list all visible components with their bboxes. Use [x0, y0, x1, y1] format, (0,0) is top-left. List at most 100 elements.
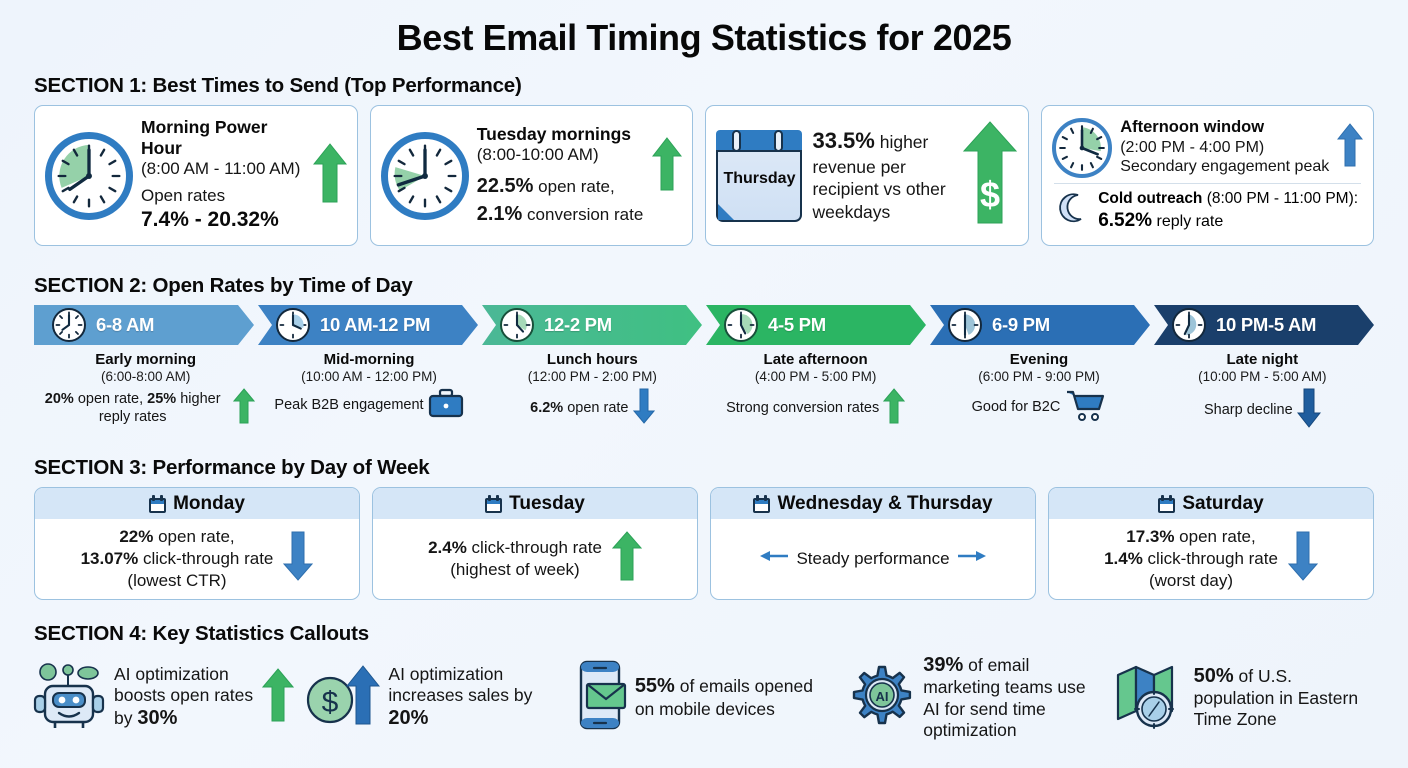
card-title: Tuesday mornings [476, 124, 632, 145]
up-arrow-green [233, 388, 256, 429]
timeline-band-10am-12pm[interactable]: 10 AM-12 PM [258, 305, 478, 345]
slot-name: Late afternoon [763, 351, 868, 368]
card-stat: 7.4% - 20.32% [141, 208, 279, 232]
dollar-coin-icon: $ [302, 664, 364, 731]
ai-gear-icon: AI [843, 659, 915, 736]
section-4-items: AI optimization boosts open rates by 30%… [0, 653, 1408, 741]
slot-name: Mid-morning [323, 351, 415, 368]
card-body: Steady performance [711, 519, 1035, 599]
card-stat: 33.5% higher revenue per recipient vs ot… [812, 128, 946, 223]
timeline-band-4-5pm[interactable]: 4-5 PM [706, 305, 926, 345]
up-arrow-green [883, 388, 906, 429]
callout-mobile-opens: 55% of emails opened on mobile devices [569, 653, 839, 741]
down-arrow-blue [1287, 531, 1319, 586]
callout-ai-open-rates: AI optimization boosts open rates by 30% [28, 653, 298, 741]
callout-ai-send-time: AI 39% of email marketing teams use AI f… [839, 653, 1109, 741]
briefcase-icon [428, 388, 464, 423]
timeline-band-12-2pm[interactable]: 12-2 PM [482, 305, 702, 345]
card-afternoon-window[interactable]: Afternoon window (2:00 PM - 4:00 PM) Sec… [1041, 105, 1374, 246]
callout-text: AI optimization increases sales by 20% [388, 663, 533, 730]
section-3: SECTION 3: Performance by Day of Week Mo… [0, 456, 1408, 600]
clock-icon [500, 308, 534, 342]
card-monday[interactable]: Monday 22% open rate, 13.07% click-throu… [34, 487, 360, 600]
slot-stat: Strong conversion rates [706, 388, 925, 429]
card-body: 2.4% click-through rate (highest of week… [373, 519, 697, 599]
section-4-heading: SECTION 4: Key Statistics Callouts [34, 622, 369, 645]
card-body: 17.3% open rate, 1.4% click-through rate… [1049, 519, 1373, 599]
double-horizontal-arrow [758, 545, 988, 572]
day-label: Saturday [1182, 493, 1264, 514]
timeline-band-10pm-5am[interactable]: 10 PM-5 AM [1154, 305, 1374, 345]
robot-icon [32, 658, 106, 737]
callout-ai-sales: $ AI optimization increases sales by 20% [298, 653, 568, 741]
day-label: Wednesday & Thursday [777, 493, 993, 514]
clock-icon [948, 308, 982, 342]
callout-text: 55% of emails opened on mobile devices [634, 675, 813, 719]
slot-stat: Peak B2B engagement [259, 388, 478, 423]
timeline-bands: 6-8 AM [0, 305, 1408, 345]
slot-time: (6:00 PM - 9:00 PM) [978, 369, 1100, 384]
card-tuesday[interactable]: Tuesday 2.4% click-through rate (highest… [372, 487, 698, 600]
band-label: 10 AM-12 PM [320, 314, 431, 335]
slot-name: Early morning [95, 351, 197, 368]
shopping-cart-icon [1064, 388, 1106, 427]
card-wednesday-thursday[interactable]: Wednesday & Thursday Steady performance [710, 487, 1036, 600]
callout-text: 39% of email marketing teams use AI for … [923, 654, 1086, 741]
section-2: SECTION 2: Open Rates by Time of Day [0, 274, 1408, 433]
card-subtitle: (8:00 AM - 11:00 AM) [141, 158, 301, 178]
band-label: 6-8 AM [96, 314, 155, 335]
slot-time: (10:00 AM - 12:00 PM) [301, 369, 437, 384]
card-header: Tuesday [373, 488, 697, 519]
slot-time: (12:00 PM - 2:00 PM) [527, 369, 657, 384]
map-compass-icon [1114, 661, 1186, 734]
slot-stat: Good for B2C [929, 388, 1148, 427]
timeline-labels: Early morning (6:00-8:00 AM) 20% open ra… [0, 351, 1408, 433]
card-saturday[interactable]: Saturday 17.3% open rate, 1.4% click-thr… [1048, 487, 1374, 600]
card-title: Morning Power Hour [141, 117, 268, 158]
down-arrow-blue [632, 388, 655, 429]
card-line1: Open rates [141, 186, 226, 206]
svg-text:AI: AI [876, 689, 889, 704]
calendar-icon [485, 494, 503, 513]
slot-time: (4:00 PM - 5:00 PM) [754, 369, 877, 384]
card-thursday-revenue[interactable]: Thursday 33.5% higher revenue per recipi… [705, 105, 1030, 246]
svg-text:$: $ [322, 686, 339, 719]
slot-name: Late night [1226, 351, 1299, 368]
card-stats: 22% open rate, 13.07% click-through rate… [80, 527, 274, 590]
card-morning-power-hour[interactable]: Morning Power Hour (8:00 AM - 11:00 AM) … [34, 105, 358, 246]
card-stats: 2.4% click-through rate (highest of week… [428, 538, 602, 579]
card-subtitle: (2:00 PM - 4:00 PM) [1120, 138, 1265, 156]
up-arrow-blue [346, 664, 381, 731]
up-arrow-green [312, 142, 347, 209]
page-title: Best Email Timing Statistics for 2025 [396, 17, 1012, 58]
card-header: Monday [35, 488, 359, 519]
slot-stat: Sharp decline [1153, 388, 1372, 433]
callout-text: AI optimization boosts open rates by 30% [114, 663, 254, 730]
section-4: SECTION 4: Key Statistics Callouts [0, 622, 1408, 741]
timeline-col-early-morning: Early morning (6:00-8:00 AM) 20% open ra… [34, 351, 257, 433]
clock-icon [276, 308, 310, 342]
card-line1: Secondary engagement peak [1120, 158, 1330, 176]
cold-outreach-stat: 6.52% reply rate [1098, 209, 1224, 231]
slot-stat: 6.2% open rate [483, 388, 702, 429]
card-tuesday-mornings[interactable]: Tuesday mornings (8:00-10:00 AM) 22.5% o… [369, 105, 694, 246]
card-stat-1: 22.5% open rate, [476, 174, 615, 197]
card-stats: 17.3% open rate, 1.4% click-through rate… [1104, 527, 1278, 590]
calendar-icon [149, 494, 167, 513]
slot-name: Evening [1009, 351, 1069, 368]
day-label: Tuesday [509, 493, 585, 514]
clock-icon [45, 131, 133, 220]
section-1-heading: SECTION 1: Best Times to Send (Top Perfo… [34, 74, 522, 97]
section-1: SECTION 1: Best Times to Send (Top Perfo… [0, 74, 1408, 246]
calendar-icon: Thursday [716, 129, 803, 222]
timeline-band-6-9pm[interactable]: 6-9 PM [930, 305, 1150, 345]
up-arrow-green [262, 667, 295, 728]
calendar-icon [753, 494, 771, 513]
calendar-icon [1158, 494, 1176, 513]
down-arrow-darkblue [1296, 388, 1321, 433]
slot-time: (6:00-8:00 AM) [101, 369, 191, 384]
clock-icon [1052, 117, 1113, 178]
timeline-band-6-8am[interactable]: 6-8 AM [34, 305, 254, 345]
slot-name: Lunch hours [546, 351, 638, 368]
